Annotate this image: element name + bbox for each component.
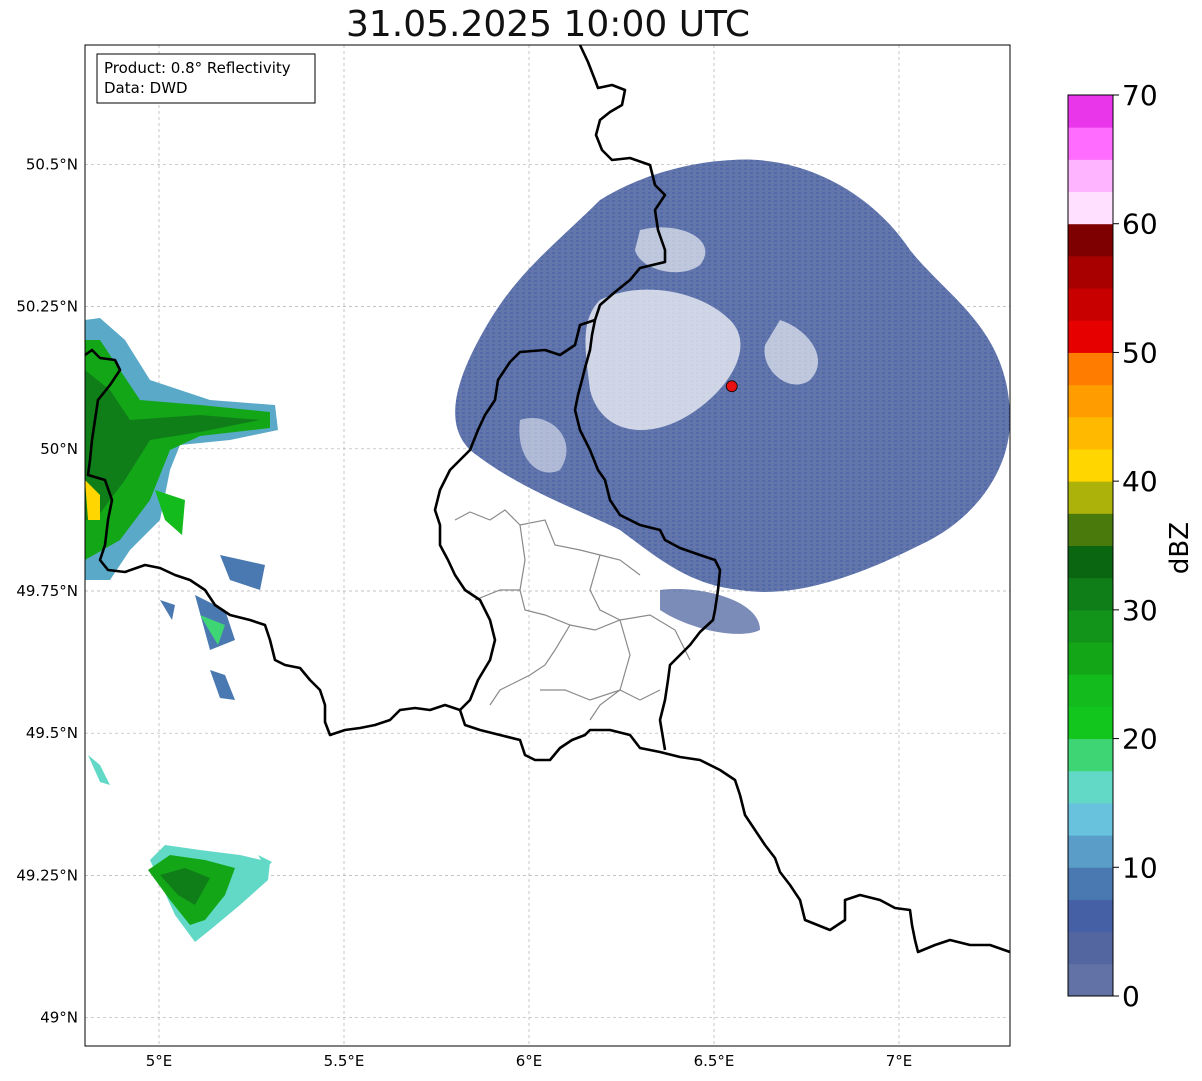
map-title: 31.05.2025 10:00 UTC	[345, 4, 751, 45]
colorbar-tick-label: 60	[1122, 208, 1158, 241]
colorbar-tick-label: 50	[1122, 336, 1158, 369]
colorbar-segment	[1068, 770, 1113, 804]
lon-label: 6°E	[516, 1052, 543, 1070]
lat-label: 49.75°N	[16, 582, 78, 600]
lat-label: 49.5°N	[26, 724, 78, 742]
lon-label: 5°E	[146, 1052, 173, 1070]
colorbar-segment	[1068, 867, 1113, 900]
colorbar-segment	[1068, 899, 1113, 933]
colorbar-tick-label: 70	[1122, 79, 1158, 112]
colorbar-segment	[1068, 706, 1113, 740]
lat-label: 49.25°N	[16, 866, 78, 884]
colorbar-tick-label: 40	[1122, 465, 1158, 498]
lon-label: 7°E	[886, 1052, 913, 1070]
colorbar-segment	[1068, 577, 1113, 611]
colorbar-tick-label: 20	[1122, 723, 1158, 756]
colorbar-label: dBZ	[1165, 522, 1195, 574]
colorbar-ticks: 0 10 20 30 40 50 60 70	[1113, 79, 1158, 1013]
colorbar-segment	[1068, 802, 1113, 836]
colorbar-segment	[1068, 384, 1113, 418]
lat-label: 50.5°N	[26, 155, 78, 173]
latitude-labels: 50.5°N 50.25°N 50°N 49.75°N 49.5°N 49.25°N 49°…	[16, 155, 78, 1026]
radar-map: Product: 0.8° Reflectivity Data: DWD 50.…	[16, 44, 1011, 1070]
colorbar-segment	[1068, 513, 1113, 546]
colorbar-segments	[1068, 95, 1113, 997]
colorbar-segment	[1068, 352, 1113, 386]
country-borders	[84, 44, 1011, 954]
colorbar-segment	[1068, 963, 1113, 997]
info-source: Data: DWD	[104, 79, 188, 97]
colorbar-segment	[1068, 835, 1113, 868]
colorbar-tick-label: 10	[1122, 851, 1158, 884]
longitude-labels: 5°E 5.5°E 6°E 6.5°E 7°E	[146, 1052, 913, 1070]
colorbar-frame	[1067, 94, 1114, 997]
colorbar-tick-label: 30	[1122, 594, 1158, 627]
radar-site-marker[interactable]	[725, 380, 738, 393]
colorbar-segment	[1068, 609, 1113, 643]
colorbar-segment	[1068, 191, 1113, 225]
colorbar-segment	[1068, 448, 1113, 482]
colorbar-segment	[1068, 255, 1113, 289]
lon-label: 6.5°E	[694, 1052, 735, 1070]
lon-label: 5.5°E	[324, 1052, 365, 1070]
colorbar-segment	[1068, 127, 1113, 160]
plot-frame	[84, 44, 1011, 1047]
colorbar-segment	[1068, 738, 1113, 772]
colorbar-segment	[1068, 931, 1113, 965]
lat-label: 49°N	[40, 1009, 78, 1027]
colorbar-segment	[1068, 416, 1113, 450]
colorbar-segment	[1068, 223, 1113, 257]
info-box: Product: 0.8° Reflectivity Data: DWD	[96, 53, 316, 104]
info-product: Product: 0.8° Reflectivity	[104, 59, 291, 77]
radar-echo-disk	[455, 159, 1010, 634]
echo-cell-southwest	[148, 845, 272, 942]
colorbar-segment	[1068, 320, 1113, 353]
lat-label: 50°N	[40, 440, 78, 458]
colorbar-segment	[1068, 288, 1113, 321]
colorbar-segment	[1068, 95, 1113, 128]
echo-cells-west	[85, 318, 278, 785]
colorbar-segment	[1068, 674, 1113, 707]
colorbar-segment	[1068, 642, 1113, 675]
reflectivity-layer	[85, 159, 1010, 942]
colorbar-segment	[1068, 159, 1113, 193]
region-borders	[454, 509, 691, 721]
colorbar-tick-label: 0	[1122, 980, 1140, 1013]
colorbar-segment	[1068, 481, 1113, 514]
colorbar-segment	[1068, 545, 1113, 579]
lat-label: 50.25°N	[16, 298, 78, 316]
